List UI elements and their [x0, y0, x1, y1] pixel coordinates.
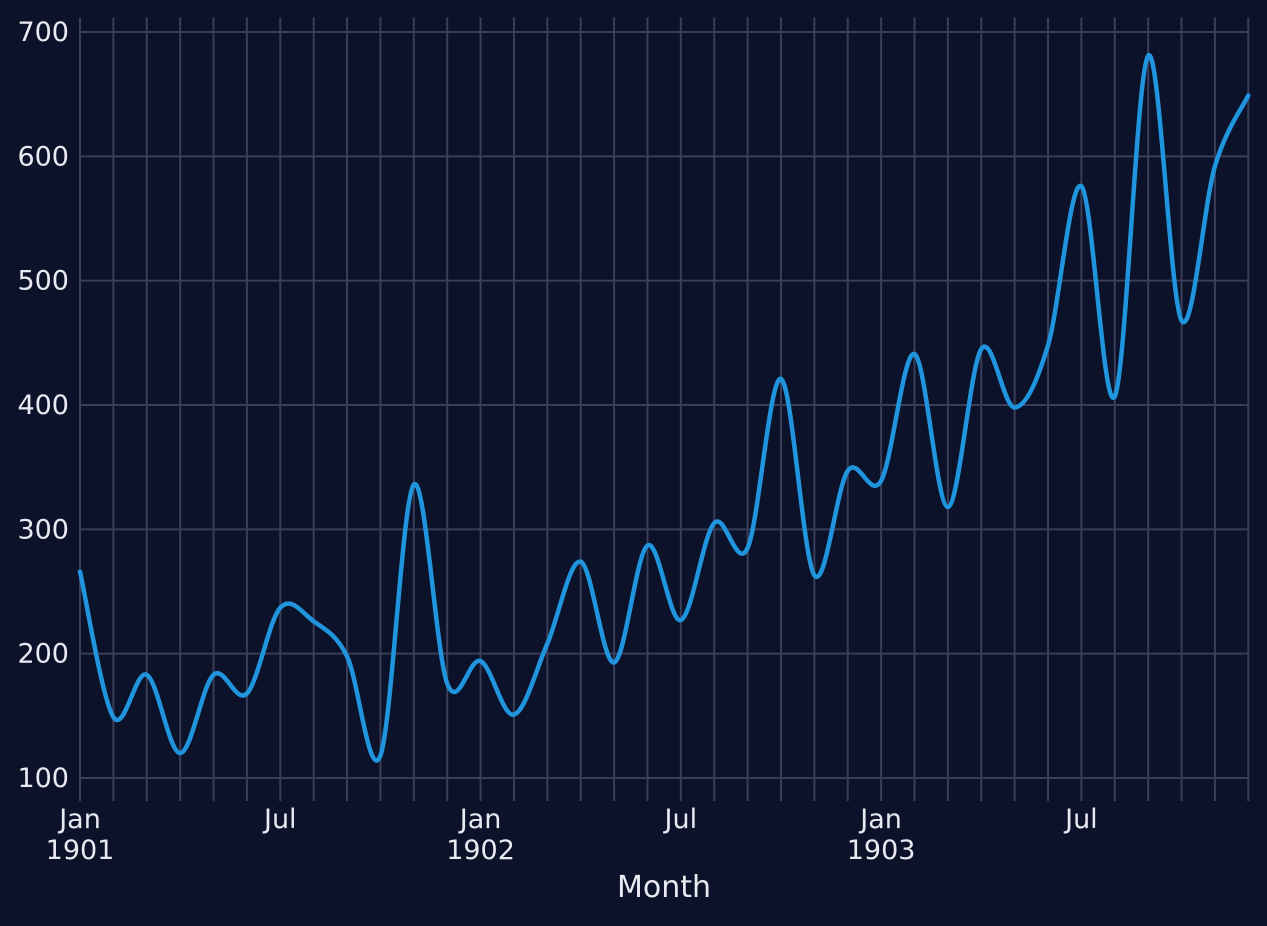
y-tick-label: 500 [17, 266, 69, 297]
series-line-passengers [77, 53, 1251, 763]
x-tick-year-label: 1901 [46, 835, 115, 866]
data-series [77, 53, 1251, 763]
y-tick-label: 200 [17, 639, 69, 670]
y-tick-label: 700 [17, 17, 69, 48]
x-tick-label: Jul [663, 804, 698, 835]
x-tick-year-label: 1902 [446, 835, 515, 866]
x-tick-label: Jan [858, 804, 902, 835]
y-axis-tick-labels: 100 200 300 400 500 600 700 [17, 17, 69, 794]
x-tick-label: Jan [57, 804, 101, 835]
vertical-gridlines [79, 17, 1250, 790]
x-axis-ticks [79, 790, 1250, 801]
x-tick-label: Jul [262, 804, 297, 835]
y-tick-label: 600 [17, 141, 69, 172]
x-axis-title: Month [617, 870, 711, 905]
y-tick-label: 300 [17, 514, 69, 545]
x-tick-label: Jul [1063, 804, 1098, 835]
y-tick-label: 100 [17, 763, 69, 794]
y-tick-label: 400 [17, 390, 69, 421]
x-tick-year-label: 1903 [847, 835, 916, 866]
x-tick-label: Jan [458, 804, 502, 835]
horizontal-gridlines [80, 31, 1249, 779]
